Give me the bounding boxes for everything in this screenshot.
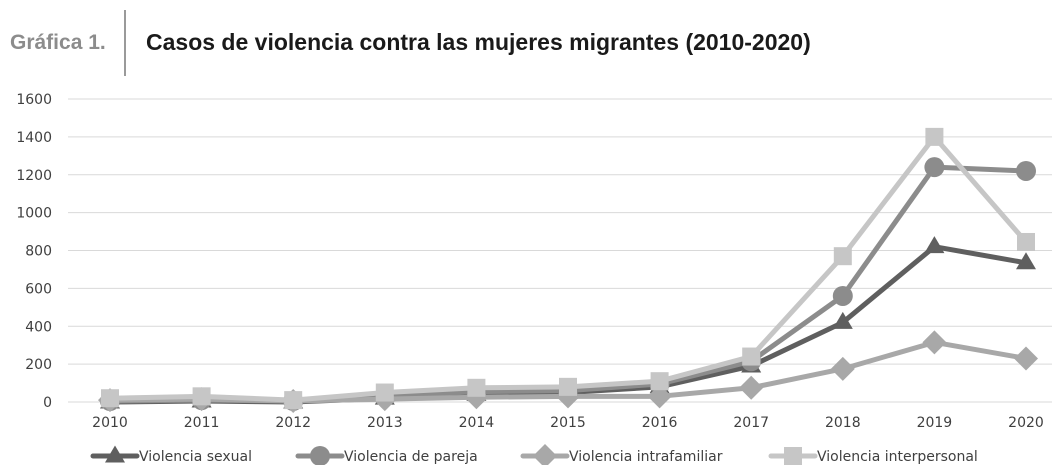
data-point-4-2015 (559, 377, 577, 396)
data-point-4-2018 (833, 247, 852, 266)
legend-entry-2: Violencia de pareja (295, 446, 478, 465)
legend-entry-3: Violencia intrafamiliar (520, 444, 723, 465)
series-4 (101, 127, 1035, 410)
x-tick-label-2017: 2017 (733, 415, 769, 431)
data-point-4-2010 (101, 389, 119, 408)
y-tick-label-600: 600 (25, 281, 52, 297)
x-tick-label-2012: 2012 (275, 415, 311, 431)
data-point-1-2020 (1016, 252, 1036, 270)
y-tick-label-1000: 1000 (16, 206, 52, 222)
legend-label-4: Violencia interpersonal (817, 449, 978, 465)
legend-marker-2 (310, 446, 330, 465)
x-tick-label-2018: 2018 (825, 415, 861, 431)
x-axis-ticks: 2010 2011 2012 2013 2014 2015 2016 2017 2018 2019… (92, 415, 1044, 431)
data-point-4-2012 (284, 391, 303, 410)
x-tick-label-2015: 2015 (550, 415, 586, 431)
data-point-2-2018 (832, 285, 853, 306)
y-tick-label-1600: 1600 (16, 92, 52, 108)
legend-marker-4 (784, 447, 802, 465)
data-point-4-2016 (650, 372, 669, 391)
chart-title: Casos de violencia contra las mujeres mi… (146, 29, 811, 55)
data-point-4-2019 (925, 127, 944, 146)
y-tick-label-0: 0 (43, 395, 52, 411)
figure-label: Gráfica 1. (10, 31, 106, 54)
series-2 (100, 157, 1036, 412)
data-point-3-2020 (1014, 346, 1038, 371)
x-tick-label-2016: 2016 (642, 415, 678, 431)
data-point-1-2019 (924, 236, 945, 254)
data-point-1-2018 (832, 311, 853, 329)
legend: Violencia sexual Violencia de pareja Viole… (90, 444, 978, 465)
legend-marker-1 (105, 445, 125, 463)
data-point-3-2018 (830, 356, 855, 381)
grid-lines (68, 98, 1052, 403)
y-tick-label-1400: 1400 (16, 130, 52, 146)
series-group (98, 127, 1038, 414)
chart-header: Gráfica 1. Casos de violencia contra las… (0, 0, 1055, 80)
x-tick-label-2020: 2020 (1008, 415, 1044, 431)
x-tick-label-2013: 2013 (367, 415, 403, 431)
data-point-4-2011 (192, 387, 211, 406)
y-tick-label-1200: 1200 (16, 168, 52, 184)
x-tick-label-2011: 2011 (184, 415, 220, 431)
x-tick-label-2010: 2010 (92, 415, 128, 431)
legend-entry-4: Violencia interpersonal (768, 447, 978, 465)
header-divider (124, 10, 126, 76)
data-point-2-2019 (924, 157, 945, 178)
legend-label-2: Violencia de pareja (344, 449, 478, 465)
data-point-3-2019 (922, 330, 947, 355)
series-3 (98, 330, 1038, 414)
legend-label-3: Violencia intrafamiliar (569, 449, 723, 465)
x-tick-label-2014: 2014 (459, 415, 495, 431)
y-tick-label-400: 400 (25, 319, 52, 335)
x-tick-label-2019: 2019 (917, 415, 953, 431)
y-tick-label-200: 200 (25, 357, 52, 373)
data-point-3-2017 (739, 375, 764, 400)
legend-marker-3 (533, 444, 557, 465)
data-point-4-2017 (742, 347, 761, 366)
data-point-4-2013 (375, 383, 394, 402)
series-line-4 (107, 134, 1029, 403)
data-point-2-2020 (1016, 160, 1036, 181)
data-point-3-2016 (647, 384, 672, 409)
y-tick-label-800: 800 (25, 244, 52, 260)
data-point-4-2020 (1017, 232, 1035, 251)
legend-label-1: Violencia sexual (139, 449, 252, 465)
legend-entry-1: Violencia sexual (90, 445, 252, 465)
y-axis-ticks: 0 200 400 600 800 1000 1200 1400 1600 (16, 92, 52, 411)
data-point-4-2014 (467, 378, 486, 397)
